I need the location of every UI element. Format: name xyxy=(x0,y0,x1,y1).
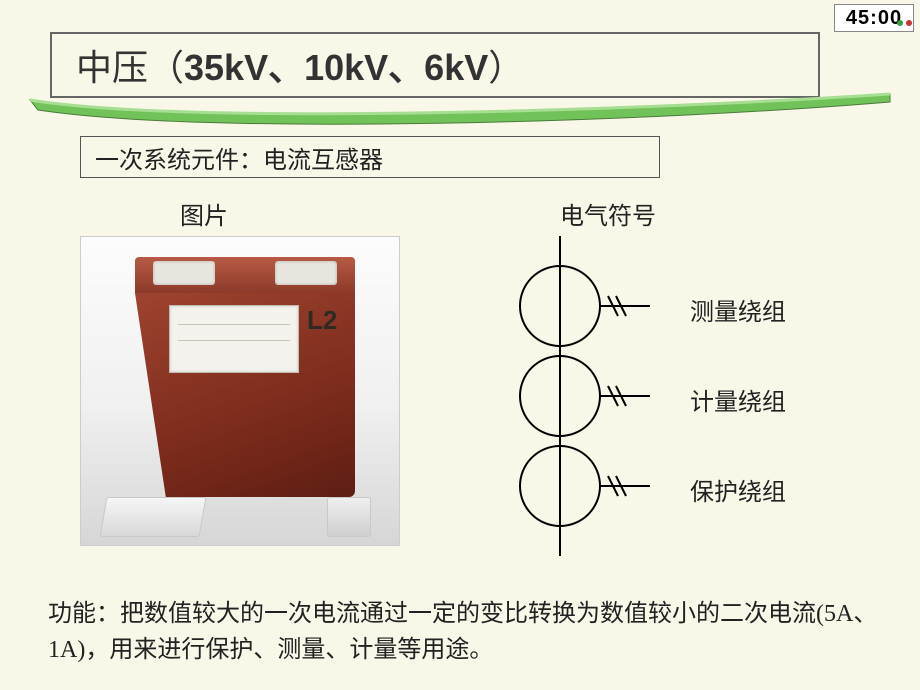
slide-title: 中压（35kV、10kV、6kV） xyxy=(76,39,524,91)
electrical-symbol-area: 测量绕组 计量绕组 保护绕组 xyxy=(490,236,850,556)
decorative-swoosh xyxy=(10,88,910,128)
current-transformer-photo: L2 xyxy=(80,236,400,546)
ct-base-right xyxy=(327,497,371,537)
title-voltages: 35kV、10kV、6kV xyxy=(184,47,488,88)
function-description: 功能：把数值较大的一次电流通过一定的变比转换为数值较小的二次电流(5A、1A)，… xyxy=(48,596,878,668)
timer-seconds: 00 xyxy=(878,7,902,30)
ct-terminal-pad-1 xyxy=(153,261,215,285)
ct-terminal-pad-2 xyxy=(275,261,337,285)
title-suffix: ） xyxy=(488,48,524,88)
timer-colon: : xyxy=(870,7,878,30)
timer-indicator-dots xyxy=(897,20,912,26)
symbol-group xyxy=(520,236,650,556)
timer-minutes: 45 xyxy=(846,7,870,30)
label-symbol: 电气符号 xyxy=(560,196,656,231)
ct-base-left xyxy=(99,497,206,537)
label-photo: 图片 xyxy=(180,196,228,231)
timer-display: 45 : 00 xyxy=(834,4,914,32)
subtitle-text: 一次系统元件：电流互感器 xyxy=(95,140,383,175)
electrical-symbol xyxy=(490,236,690,556)
ct-body: L2 xyxy=(135,257,355,497)
ct-marking: L2 xyxy=(307,305,337,336)
timer-dot-green xyxy=(897,20,903,26)
ct-nameplate xyxy=(169,305,299,373)
swoosh-path xyxy=(30,94,890,124)
timer-dot-red xyxy=(906,20,912,26)
winding-label-metering: 计量绕组 xyxy=(690,382,786,417)
winding-label-protection: 保护绕组 xyxy=(690,472,786,507)
ct-top-surface xyxy=(135,257,355,293)
subtitle-box: 一次系统元件：电流互感器 xyxy=(80,136,660,178)
title-prefix: 中压（ xyxy=(76,48,184,88)
winding-label-measurement: 测量绕组 xyxy=(690,292,786,327)
